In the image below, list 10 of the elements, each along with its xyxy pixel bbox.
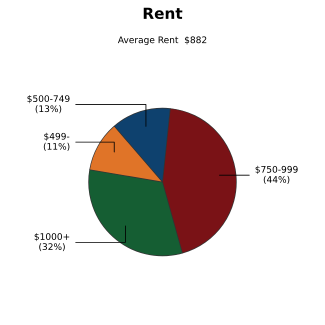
slice-label: $750-999: [256, 166, 298, 174]
slice-label: $499-: [44, 132, 70, 141]
slice-label: $500-749: [27, 95, 70, 104]
data-label: (44%): [264, 176, 290, 184]
data-label: (32%): [39, 243, 65, 252]
slice-label: $1000+: [34, 232, 70, 242]
data-label: (11%): [44, 142, 70, 151]
data-label: (13%): [36, 105, 62, 114]
chart-title: Rent: [144, 8, 182, 20]
chart-subtitle: Average Rent $882: [118, 36, 206, 45]
